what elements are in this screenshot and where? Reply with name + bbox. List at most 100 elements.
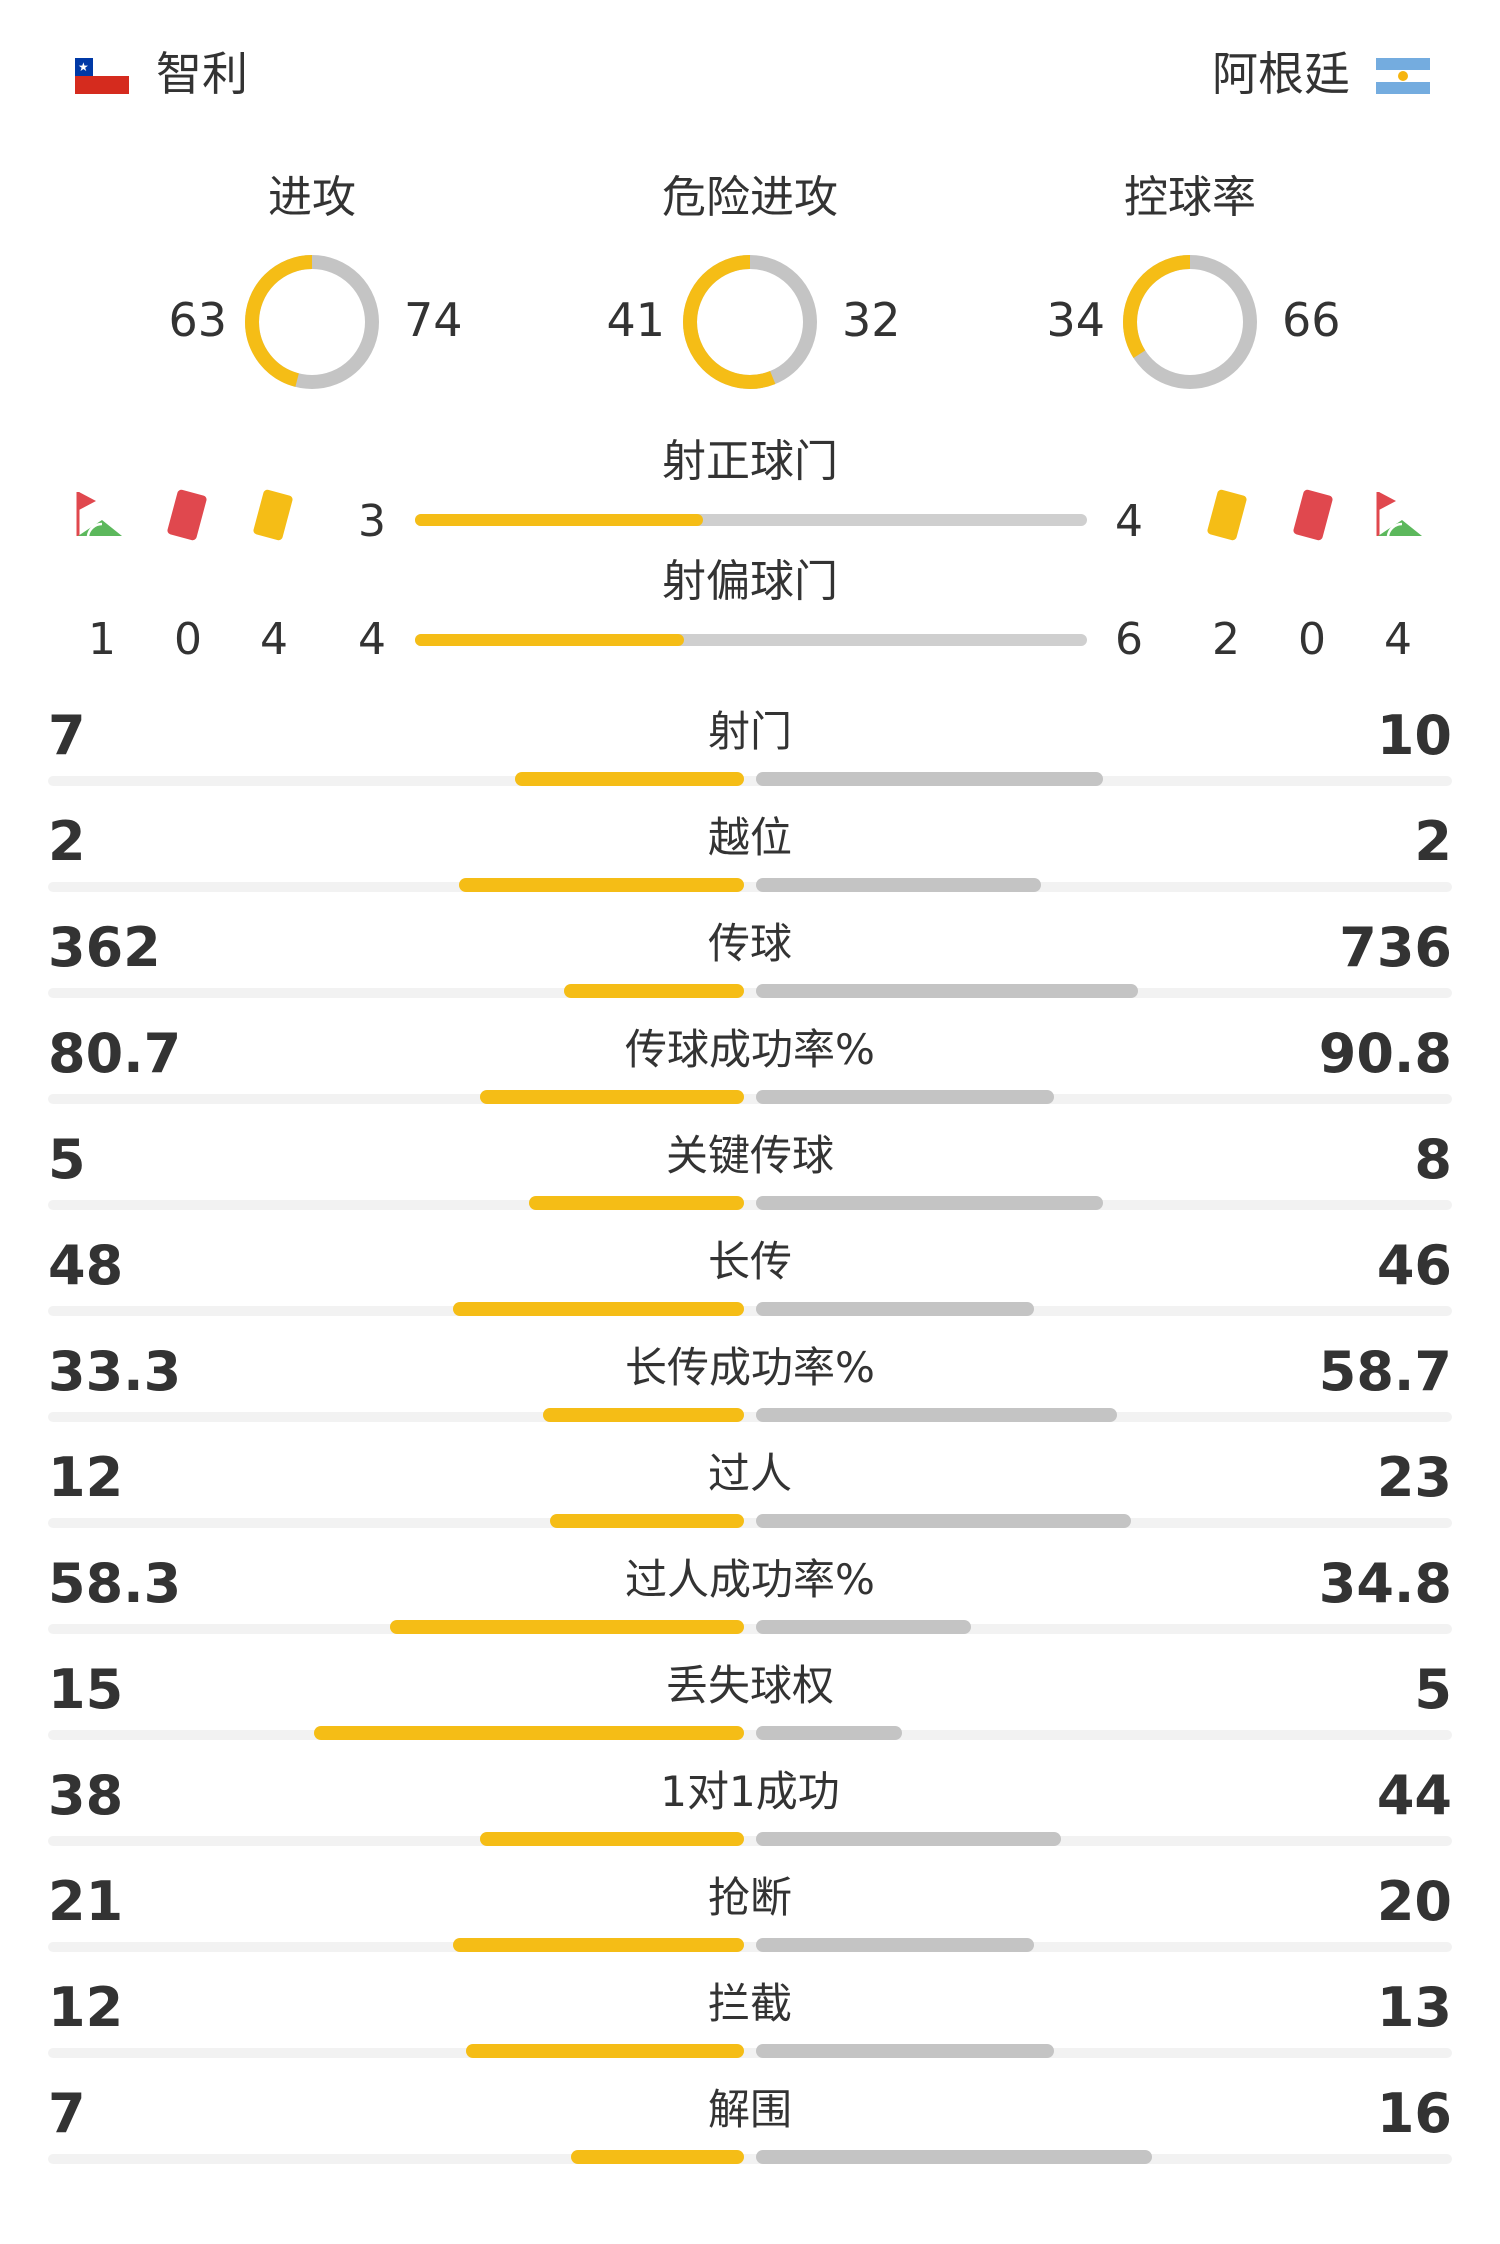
shots-on-target-away: 4	[1115, 496, 1143, 547]
stat-row: 7 射门 10	[48, 696, 1452, 802]
stat-away-bar	[756, 1726, 902, 1740]
stat-home-value: 33.3	[48, 1340, 182, 1403]
stat-home-value: 5	[48, 1128, 86, 1191]
stat-label: 过人	[707, 1449, 792, 1498]
stat-track	[48, 1412, 1452, 1422]
stat-track	[48, 2048, 1452, 2058]
stat-row: 15 丢失球权 5	[48, 1650, 1452, 1756]
stat-label: 解围	[707, 2085, 792, 2134]
stat-away-value: 90.8	[1318, 1022, 1452, 1085]
stat-track	[48, 1942, 1452, 1952]
stat-row: 5 关键传球 8	[48, 1120, 1452, 1226]
donut-home-arc	[1123, 255, 1257, 389]
donut-chart	[245, 255, 379, 389]
stat-row: 48 长传 46	[48, 1226, 1452, 1332]
stat-away-bar	[756, 984, 1138, 998]
stat-label: 传球成功率%	[625, 1025, 875, 1074]
stat-home-bar	[514, 772, 744, 786]
stat-home-value: 48	[48, 1234, 124, 1297]
stat-away-value: 34.8	[1318, 1552, 1452, 1615]
stat-away-bar	[756, 2044, 1055, 2058]
stat-away-value: 13	[1376, 1976, 1452, 2039]
stat-label: 抢断	[707, 1873, 792, 1922]
stat-away-bar	[756, 1832, 1062, 1846]
stat-label: 关键传球	[665, 1131, 834, 1180]
stat-row: 12 拦截 13	[48, 1968, 1452, 2074]
stat-label: 射门	[707, 707, 792, 756]
stat-home-value: 58.3	[48, 1552, 182, 1615]
stat-away-bar	[756, 772, 1103, 786]
stat-track	[48, 882, 1452, 892]
shots-on-target-home: 3	[358, 496, 386, 547]
shots-on-target-title: 射正球门	[662, 436, 838, 487]
stat-home-value: 7	[48, 704, 86, 767]
argentina-flag-icon	[1376, 58, 1430, 94]
stat-row: 58.3 过人成功率% 34.8	[48, 1544, 1452, 1650]
stat-away-bar	[756, 1408, 1117, 1422]
stat-away-value: 736	[1339, 916, 1452, 979]
stat-row: 12 过人 23	[48, 1438, 1452, 1544]
stat-track	[48, 1518, 1452, 1528]
shots-off-target-away: 6	[1115, 614, 1143, 665]
stat-home-bar	[480, 1832, 744, 1846]
stat-track	[48, 988, 1452, 998]
stat-away-value: 8	[1414, 1128, 1452, 1191]
stat-row: 21 抢断 20	[48, 1862, 1452, 1968]
stat-track	[48, 1836, 1452, 1846]
donut-away-value: 32	[842, 293, 901, 347]
donut-home-arc	[683, 255, 817, 389]
donut-home-arc	[245, 255, 379, 389]
red-card-icon	[1286, 488, 1340, 542]
stat-label: 长传成功率%	[625, 1343, 875, 1392]
stat-home-value: 12	[48, 1446, 124, 1509]
stat-away-value: 58.7	[1318, 1340, 1452, 1403]
stat-home-bar	[542, 1408, 744, 1422]
stat-away-value: 10	[1376, 704, 1452, 767]
shots-off-target-home: 4	[358, 614, 386, 665]
donut-home-value: 63	[168, 293, 227, 347]
shots-on-target-track	[415, 514, 1087, 526]
stat-home-value: 38	[48, 1764, 124, 1827]
stat-away-bar	[756, 2150, 1152, 2164]
stat-away-value: 16	[1376, 2082, 1452, 2145]
home-red-cards-count: 0	[174, 614, 202, 665]
donut-away-value: 66	[1282, 293, 1341, 347]
stat-away-bar	[756, 1196, 1103, 1210]
stat-home-value: 2	[48, 810, 86, 873]
donut-chart	[683, 255, 817, 389]
stat-away-bar	[756, 1090, 1055, 1104]
stat-track	[48, 1306, 1452, 1316]
corner-flag-icon	[1372, 488, 1426, 542]
stat-away-bar	[756, 1620, 972, 1634]
stat-track	[48, 1200, 1452, 1210]
away-team-name: 阿根廷	[1212, 47, 1350, 101]
donut-title: 危险进攻	[662, 172, 838, 223]
chile-flag-icon: ★	[75, 58, 129, 94]
home-team-name: 智利	[156, 47, 248, 101]
stat-home-bar	[570, 2150, 744, 2164]
stat-label: 拦截	[707, 1979, 792, 2028]
stat-home-bar	[480, 1090, 744, 1104]
stat-home-bar	[459, 878, 744, 892]
stat-away-value: 44	[1376, 1764, 1452, 1827]
stat-row: 38 1对1成功 44	[48, 1756, 1452, 1862]
away-red-cards-count: 0	[1298, 614, 1326, 665]
stat-away-value: 23	[1376, 1446, 1452, 1509]
stat-row: 2 越位 2	[48, 802, 1452, 908]
stat-away-value: 5	[1414, 1658, 1452, 1721]
stat-label: 丢失球权	[665, 1661, 834, 1710]
yellow-card-icon	[246, 488, 300, 542]
stat-label: 越位	[707, 813, 792, 862]
shots-off-target-home-fill	[415, 634, 684, 646]
donut-home-value: 41	[606, 293, 665, 347]
stat-home-bar	[313, 1726, 744, 1740]
stat-home-value: 15	[48, 1658, 124, 1721]
donut-away-value: 74	[404, 293, 463, 347]
stat-label: 传球	[707, 919, 792, 968]
donut-title: 进攻	[268, 172, 356, 223]
shots-on-target-home-fill	[415, 514, 703, 526]
stat-home-bar	[466, 2044, 744, 2058]
away-yellow-cards-count: 2	[1212, 614, 1240, 665]
stat-away-bar	[756, 1514, 1131, 1528]
stat-label: 过人成功率%	[625, 1555, 875, 1604]
